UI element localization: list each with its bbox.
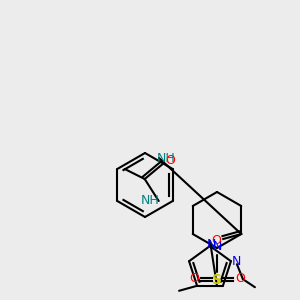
Text: O: O: [211, 235, 221, 248]
Text: N: N: [232, 255, 242, 268]
Text: N: N: [212, 241, 222, 254]
Text: S: S: [212, 273, 222, 287]
Text: O: O: [189, 272, 199, 284]
Text: O: O: [235, 272, 245, 284]
Text: O: O: [165, 154, 175, 167]
Text: NH: NH: [157, 152, 176, 164]
Text: N: N: [206, 238, 216, 251]
Text: NH: NH: [141, 194, 160, 208]
